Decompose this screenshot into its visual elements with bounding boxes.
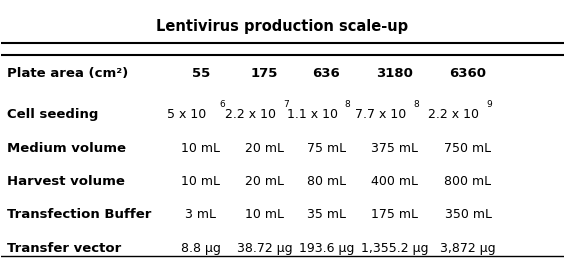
Text: Cell seeding: Cell seeding (7, 108, 98, 121)
Text: 3,872 μg: 3,872 μg (440, 242, 496, 255)
Text: 193.6 μg: 193.6 μg (299, 242, 354, 255)
Text: 9: 9 (486, 100, 492, 109)
Text: 10 mL: 10 mL (245, 208, 284, 221)
Text: Transfection Buffer: Transfection Buffer (7, 208, 151, 221)
Text: Lentivirus production scale-up: Lentivirus production scale-up (157, 20, 408, 34)
Text: Plate area (cm²): Plate area (cm²) (7, 67, 128, 80)
Text: 80 mL: 80 mL (307, 175, 346, 188)
Text: 800 mL: 800 mL (445, 175, 492, 188)
Text: 375 mL: 375 mL (371, 141, 419, 154)
Text: Harvest volume: Harvest volume (7, 175, 125, 188)
Text: 1,355.2 μg: 1,355.2 μg (361, 242, 429, 255)
Text: 10 mL: 10 mL (181, 175, 220, 188)
Text: 2.2 x 10: 2.2 x 10 (428, 108, 480, 121)
Text: 6360: 6360 (450, 67, 486, 80)
Text: 55: 55 (192, 67, 210, 80)
Text: 75 mL: 75 mL (307, 141, 346, 154)
Text: 8.8 μg: 8.8 μg (181, 242, 221, 255)
Text: 20 mL: 20 mL (245, 141, 284, 154)
Text: Transfer vector: Transfer vector (7, 242, 121, 255)
Text: 20 mL: 20 mL (245, 175, 284, 188)
Text: 8: 8 (414, 100, 419, 109)
Text: 3180: 3180 (376, 67, 414, 80)
Text: 3 mL: 3 mL (185, 208, 216, 221)
Text: 35 mL: 35 mL (307, 208, 346, 221)
Text: 400 mL: 400 mL (371, 175, 419, 188)
Text: 350 mL: 350 mL (445, 208, 492, 221)
Text: 750 mL: 750 mL (445, 141, 492, 154)
Text: 1.1 x 10: 1.1 x 10 (287, 108, 338, 121)
Text: 10 mL: 10 mL (181, 141, 220, 154)
Text: Medium volume: Medium volume (7, 141, 126, 154)
Text: 2.2 x 10: 2.2 x 10 (225, 108, 276, 121)
Text: 7.7 x 10: 7.7 x 10 (355, 108, 406, 121)
Text: 5 x 10: 5 x 10 (167, 108, 207, 121)
Text: 175: 175 (251, 67, 278, 80)
Text: 6: 6 (219, 100, 225, 109)
Text: 175 mL: 175 mL (371, 208, 419, 221)
Text: 38.72 μg: 38.72 μg (237, 242, 292, 255)
Text: 8: 8 (345, 100, 351, 109)
Text: 7: 7 (283, 100, 289, 109)
Text: 636: 636 (312, 67, 340, 80)
